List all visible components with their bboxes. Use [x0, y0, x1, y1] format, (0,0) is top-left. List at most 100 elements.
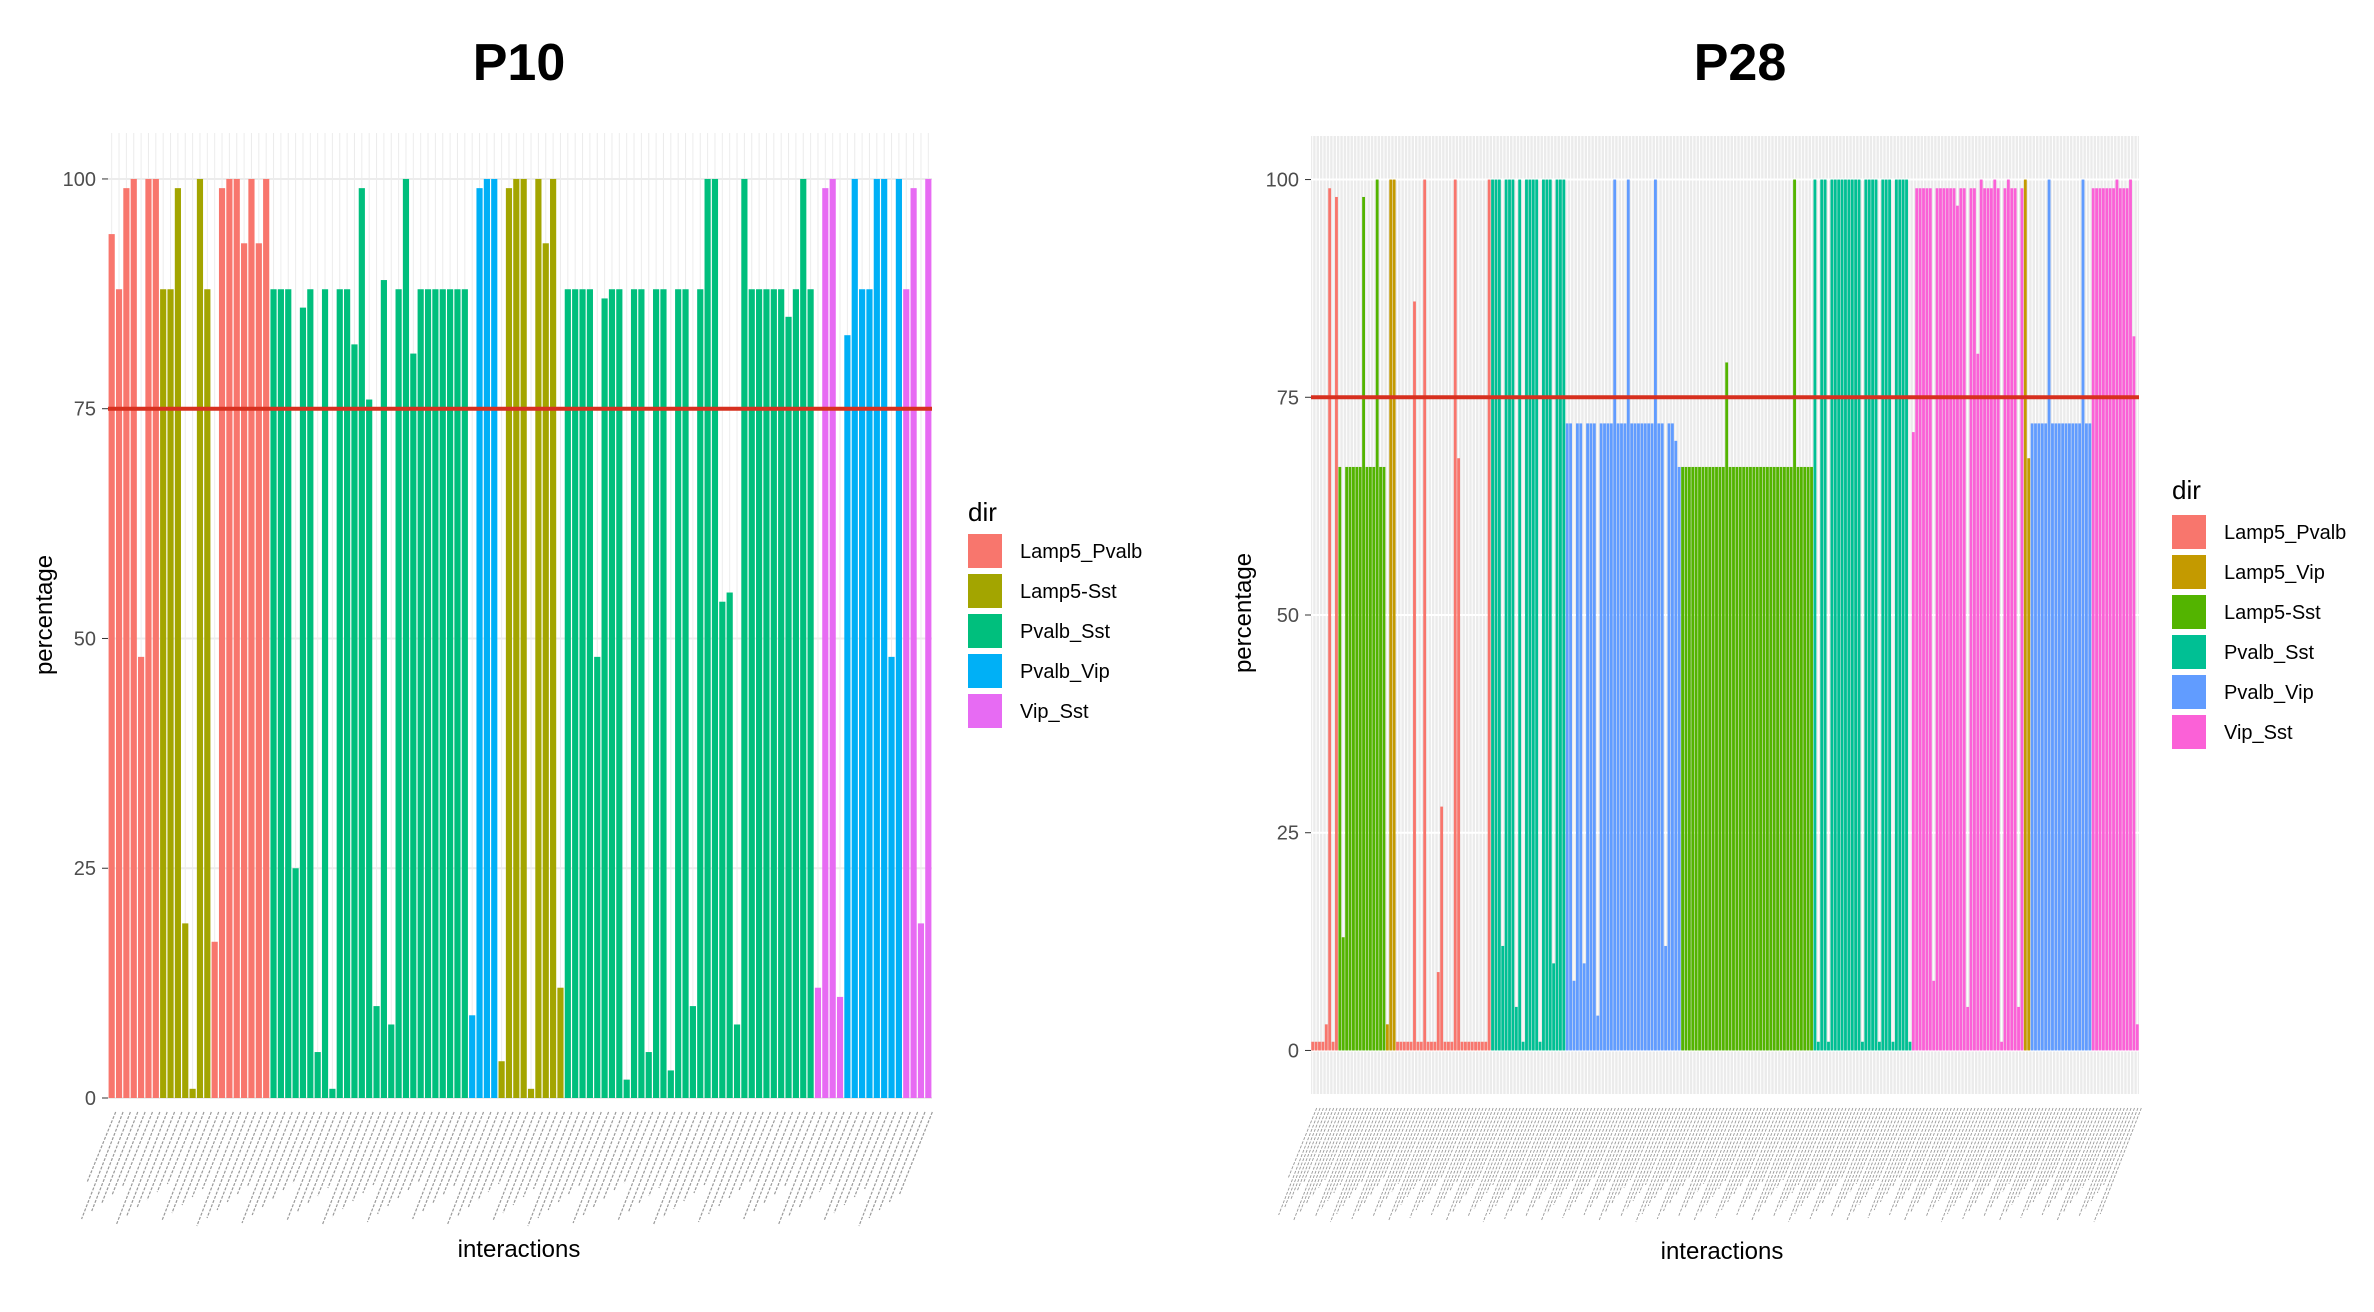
bar	[321, 289, 329, 1098]
x-tick-label	[1660, 1107, 1694, 1191]
bar	[682, 289, 689, 1098]
bar	[1979, 179, 1983, 1051]
x-tick-label	[1525, 1107, 1569, 1217]
bar	[2088, 423, 2092, 1051]
bar	[719, 601, 726, 1098]
bar	[1721, 466, 1725, 1051]
x-tick-label	[1993, 1107, 2023, 1180]
x-tick-label	[236, 1111, 271, 1195]
bar	[1765, 466, 1769, 1051]
x-tick-label	[1751, 1107, 1796, 1221]
x-tick-label	[843, 1111, 882, 1206]
bar	[726, 592, 733, 1098]
bar	[1837, 179, 1841, 1051]
bar	[1426, 1041, 1430, 1051]
bar	[601, 298, 608, 1098]
bar	[1877, 1041, 1881, 1051]
bar	[307, 289, 314, 1098]
bar	[1691, 466, 1695, 1051]
x-tick-label	[673, 1111, 713, 1210]
x-tick-label	[697, 1111, 742, 1223]
bar	[616, 289, 623, 1098]
bar	[1620, 423, 1623, 1051]
x-tick-label	[532, 1111, 566, 1190]
x-tick-label	[166, 1111, 198, 1185]
x-tick-label	[2093, 1107, 2139, 1223]
x-tick-label	[1507, 1107, 1542, 1191]
x-tick-label	[1873, 1107, 1915, 1211]
bar	[1654, 179, 1657, 1051]
x-tick-label	[331, 1111, 374, 1218]
x-tick-label	[1562, 1107, 1606, 1219]
x-tick-label	[201, 1111, 234, 1190]
x-tick-label	[1348, 1107, 1385, 1199]
bar	[733, 1024, 741, 1098]
x-tick-label	[1834, 1107, 1867, 1188]
bar	[1616, 423, 1620, 1051]
bar	[336, 289, 343, 1098]
bar	[1803, 466, 1807, 1051]
bar	[711, 178, 719, 1098]
x-tick-label	[1464, 1107, 1501, 1197]
bar	[756, 289, 763, 1098]
legend-p10: dir Lamp5_Pvalb Lamp5-Sst Pvalb_Sst Pvalb_V…	[968, 497, 1142, 728]
bar	[1375, 179, 1379, 1051]
legend-swatch	[968, 654, 1002, 688]
bar	[1606, 423, 1610, 1051]
x-tick-label	[888, 1111, 926, 1203]
x-tick-label	[833, 1111, 875, 1214]
bar	[1494, 179, 1498, 1051]
x-tick-label	[1940, 1107, 1986, 1223]
x-tick-label	[763, 1111, 801, 1204]
bar	[1857, 179, 1861, 1051]
x-tick-label	[878, 1111, 919, 1211]
bar	[2003, 188, 2007, 1051]
bar	[1915, 188, 1919, 1051]
x-tick-label	[1840, 1107, 1871, 1180]
x-tick-label	[1504, 1107, 1548, 1220]
bar	[608, 289, 616, 1098]
bar	[1535, 179, 1539, 1051]
bar	[491, 178, 498, 1098]
x-tick-label	[1846, 1107, 1891, 1222]
x-tick-label	[497, 1111, 529, 1185]
bar	[1528, 179, 1532, 1051]
x-tick-label	[136, 1111, 176, 1209]
x-tick-label	[161, 1111, 205, 1222]
bar	[2074, 423, 2078, 1051]
bar	[1609, 423, 1613, 1051]
bar	[1976, 353, 1980, 1051]
x-tick-label	[2020, 1107, 2064, 1219]
x-tick-label	[748, 1111, 779, 1183]
bar	[1782, 466, 1786, 1051]
x-tick-label	[2084, 1107, 2125, 1210]
bar	[1389, 179, 1393, 1051]
x-tick-label	[703, 1111, 735, 1186]
x-tick-label	[1687, 1107, 1718, 1180]
bar	[1657, 423, 1661, 1051]
bar	[1796, 466, 1800, 1051]
x-tick-label	[121, 1111, 154, 1188]
legend-label: Lamp5-Sst	[1020, 581, 1117, 603]
bar	[1956, 205, 1959, 1051]
bar	[1772, 466, 1776, 1051]
bar	[1793, 179, 1796, 1051]
bar	[1586, 423, 1589, 1051]
bar	[1820, 179, 1824, 1051]
bar	[1341, 937, 1345, 1051]
x-tick-label	[578, 1111, 610, 1187]
x-tick-label	[592, 1111, 632, 1208]
bar	[1891, 1041, 1895, 1051]
x-tick-label	[1318, 1107, 1352, 1189]
x-tick-label	[1944, 1107, 1979, 1194]
x-tick-label	[261, 1111, 301, 1208]
bar	[1511, 179, 1515, 1051]
bar	[344, 289, 351, 1098]
bar	[1840, 179, 1844, 1051]
bar	[2027, 458, 2031, 1051]
x-tick-label	[1938, 1107, 1976, 1202]
bar	[1871, 179, 1875, 1051]
bar	[196, 178, 204, 1098]
bar	[1443, 1041, 1447, 1051]
x-tick-label	[1357, 1107, 1399, 1212]
